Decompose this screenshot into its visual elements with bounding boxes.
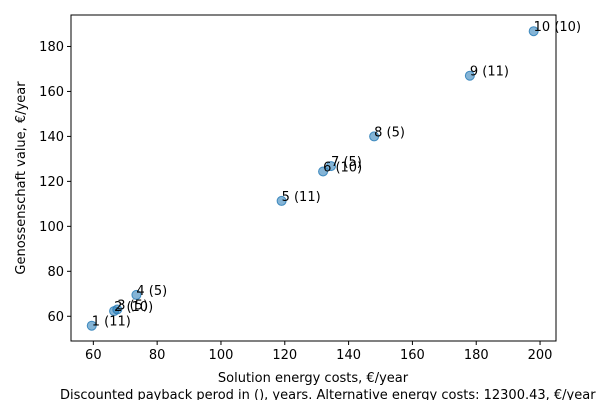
y-tick-label: 180 [39,40,64,55]
data-points [86,26,539,331]
plot-frame [70,14,557,342]
data-point [326,161,337,172]
data-point [112,304,123,315]
data-point [369,131,380,142]
point-labels: 1 (11)2 (10)3 (5)4 (5) 5 (11)6 (10)7 (5) 8… [92,20,581,330]
x-tick-label: 160 [400,348,425,363]
plot-area [70,14,557,342]
x-tick-label: 140 [336,348,361,363]
x-tick-label: 180 [464,348,489,363]
x-tick-label: 200 [528,348,553,363]
y-tick-label: 160 [39,85,64,100]
x-tick-label: 120 [272,348,297,363]
point-label: 10 (10) [534,20,581,35]
point-label: 7 (5) [331,155,362,170]
point-label: 8 (5) [374,125,405,140]
y-tick-label: 60 [47,310,64,325]
point-label: 5 (11) [282,190,321,205]
data-point [276,195,287,206]
point-label: 1 (11) [92,315,131,330]
point-label: 4 (5) [136,284,167,299]
point-label: 9 (11) [470,65,509,80]
data-point [131,289,142,300]
y-axis: 60 80 100 120 140 160 180 [39,40,71,325]
chart-caption: Discounted payback perod in (), years. A… [60,388,596,400]
point-label: 3 (5) [117,299,148,314]
data-point [528,26,539,37]
x-axis-title: Solution energy costs, €/year [218,371,409,386]
point-label: 6 (10) [323,160,362,175]
y-tick-label: 140 [39,130,64,145]
x-tick-label: 100 [209,348,234,363]
y-axis-title: Genossenschaft value, €/year [14,81,29,275]
x-axis: 60 80 100 120 140 160 180 200 [85,341,552,363]
x-tick-label: 60 [85,348,102,363]
x-tick-label: 80 [149,348,166,363]
data-point [464,70,475,81]
point-label: 2 (10) [114,300,153,315]
data-point [86,320,97,331]
y-tick-label: 100 [39,220,64,235]
y-tick-label: 120 [39,175,64,190]
y-tick-label: 80 [47,265,64,280]
data-point [318,166,329,177]
